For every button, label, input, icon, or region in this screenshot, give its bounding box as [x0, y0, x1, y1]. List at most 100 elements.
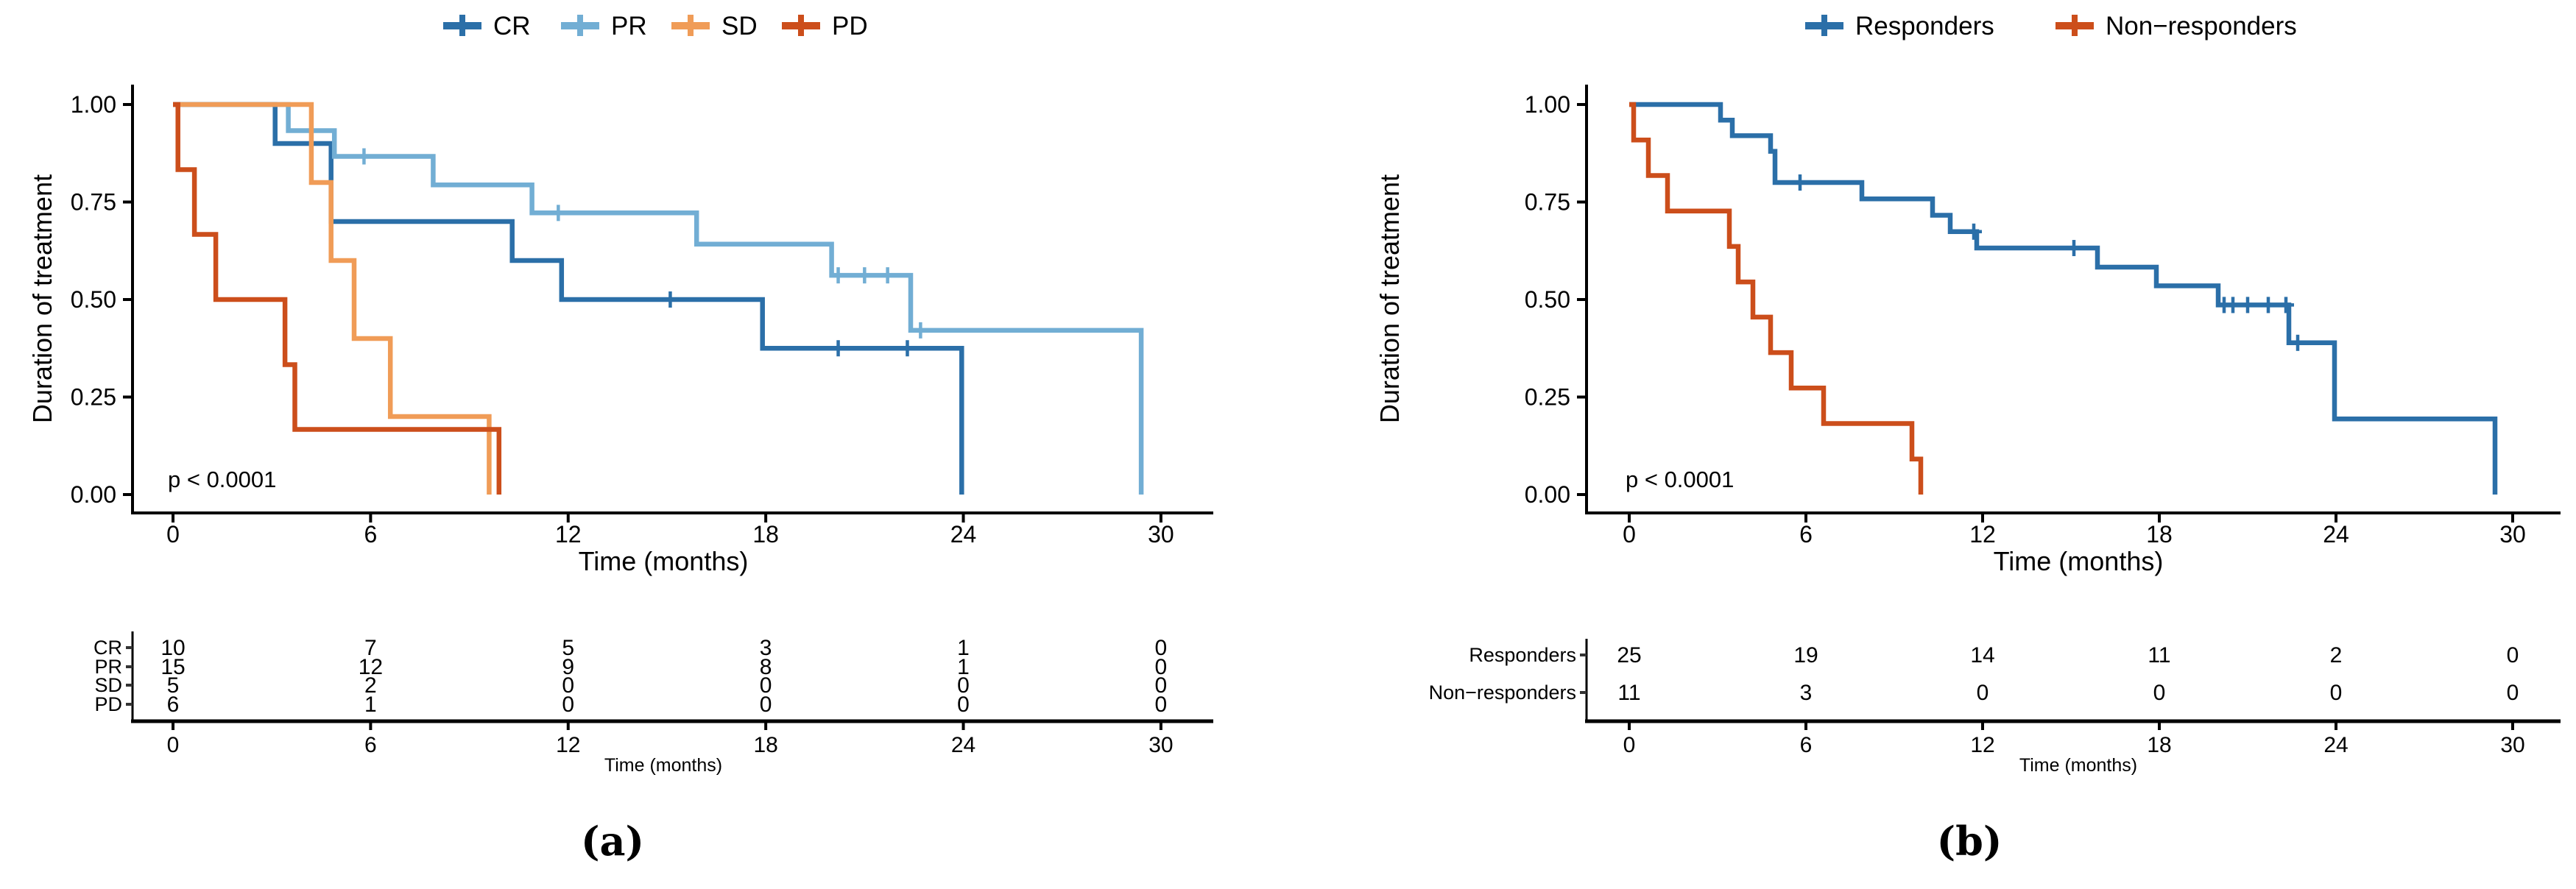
- risk-table-tick-label: 0: [167, 733, 180, 757]
- legend-item-sd: SD: [671, 12, 758, 40]
- y-tick-label: 0.25: [71, 384, 116, 411]
- censor-mark-icon: [1792, 174, 1808, 191]
- risk-table-count: 5: [562, 636, 574, 660]
- censor-mark-icon: [2290, 334, 2306, 351]
- risk-table-row-label: PR: [94, 656, 122, 678]
- x-tick-label: 18: [752, 521, 779, 548]
- risk-table-count: 1: [957, 636, 970, 660]
- x-tick-label: 6: [364, 521, 377, 548]
- risk-table-count: 0: [957, 673, 970, 698]
- censor-mark-icon: [1966, 223, 1982, 240]
- y-axis-title: Duration of treatment: [1375, 174, 1405, 423]
- risk-table-count: 2: [2330, 643, 2343, 667]
- risk-table-count: 14: [1970, 643, 1994, 667]
- risk-table-count: 0: [760, 673, 772, 698]
- y-tick-label: 0.75: [1525, 189, 1570, 216]
- risk-table-tick-label: 18: [753, 733, 777, 757]
- risk-table-count: 0: [562, 673, 574, 698]
- x-tick-label: 0: [166, 521, 180, 548]
- legend-item-responders: Responders: [1805, 12, 1994, 40]
- risk-table-count: 0: [2507, 643, 2519, 667]
- risk-table-row-label: Non−responders: [1429, 681, 1576, 704]
- y-tick-label: 0.00: [1525, 481, 1570, 508]
- risk-table-tick-label: 6: [1800, 733, 1813, 757]
- risk-table-count: 11: [2148, 643, 2170, 667]
- censor-mark-icon: [856, 267, 873, 284]
- risk-table-count: 12: [359, 655, 383, 679]
- censor-mark-icon: [662, 291, 679, 308]
- risk-table-count: 1: [957, 655, 970, 679]
- km-curve-non-responders: [1629, 102, 1924, 495]
- censor-mark-icon: [2260, 297, 2276, 314]
- legend-label: Responders: [1855, 12, 1994, 40]
- risk-table-count: 9: [562, 655, 574, 679]
- risk-table-count: 0: [1155, 636, 1168, 660]
- y-tick-label: 0.25: [1525, 384, 1570, 411]
- risk-table-count: 10: [160, 636, 185, 660]
- km-curve-pd: [173, 102, 502, 495]
- x-axis-title: Time (months): [1994, 546, 2164, 576]
- legend-label: Non−responders: [2106, 12, 2297, 40]
- risk-table-count: 3: [760, 636, 772, 660]
- risk-table-row-label: SD: [94, 674, 122, 696]
- risk-table-tick-label: 24: [2323, 733, 2348, 757]
- censor-mark-icon: [2240, 297, 2256, 314]
- legend-label: PD: [832, 12, 868, 40]
- risk-table-row-label: Responders: [1469, 644, 1576, 666]
- risk-table-count: 11: [1617, 681, 1640, 705]
- x-tick-label: 12: [555, 521, 582, 548]
- risk-table-count: 3: [1800, 681, 1813, 705]
- legend: CR PR SD PD: [443, 12, 868, 40]
- km-curve-cr: [173, 102, 964, 495]
- risk-table-count: 0: [2507, 681, 2519, 705]
- censor-mark-icon: [2278, 297, 2294, 314]
- y-tick-label: 0.50: [1525, 286, 1570, 313]
- risk-table-count: 0: [562, 693, 574, 717]
- risk-table-tick-label: 24: [951, 733, 975, 757]
- risk-table-count: 7: [364, 636, 377, 660]
- x-tick-label: 30: [2499, 521, 2526, 548]
- legend: Responders Non−responders: [1805, 12, 2297, 40]
- x-tick-label: 24: [950, 521, 977, 548]
- risk-table-tick-label: 6: [364, 733, 377, 757]
- risk-table-tick-label: 30: [1148, 733, 1173, 757]
- risk-table-tick-label: 12: [556, 733, 580, 757]
- legend-label: CR: [493, 12, 531, 40]
- panel-label: (b): [1937, 818, 2002, 865]
- x-tick-label: 12: [1969, 521, 1996, 548]
- x-axis-title: Time (months): [579, 546, 749, 576]
- risk-table-count: 0: [760, 693, 772, 717]
- x-tick-label: 6: [1799, 521, 1813, 548]
- risk-table-x-title: Time (months): [604, 755, 722, 776]
- risk-table-count: 2: [364, 673, 377, 698]
- legend-item-pr: PR: [561, 12, 647, 40]
- y-tick-label: 1.00: [71, 91, 116, 118]
- y-tick-label: 0.75: [71, 189, 116, 216]
- pvalue-text: p < 0.0001: [1626, 467, 1734, 492]
- censor-mark-icon: [879, 267, 896, 284]
- censor-mark-icon: [830, 340, 847, 357]
- x-tick-label: 0: [1623, 521, 1636, 548]
- risk-table-tick-label: 18: [2147, 733, 2171, 757]
- legend-label: PR: [611, 12, 647, 40]
- km-curve-sd: [173, 102, 492, 495]
- risk-table-tick-label: 30: [2500, 733, 2524, 757]
- risk-table-count: 1: [364, 693, 377, 717]
- km-curve-responders: [1629, 102, 2498, 495]
- km-curve-pr: [173, 102, 1144, 495]
- legend-item-pd: PD: [782, 12, 868, 40]
- risk-table-count: 6: [167, 693, 180, 717]
- risk-table-count: 19: [1793, 643, 1818, 667]
- risk-table-tick-label: 0: [1623, 733, 1636, 757]
- x-tick-label: 24: [2323, 521, 2349, 548]
- risk-table-row-label: PD: [94, 693, 122, 715]
- risk-table-x-title: Time (months): [2019, 755, 2137, 776]
- risk-table-row-label: CR: [93, 637, 122, 659]
- risk-table-count: 0: [1977, 681, 1989, 705]
- legend-item-non-responders: Non−responders: [2055, 12, 2297, 40]
- legend-label: SD: [721, 12, 758, 40]
